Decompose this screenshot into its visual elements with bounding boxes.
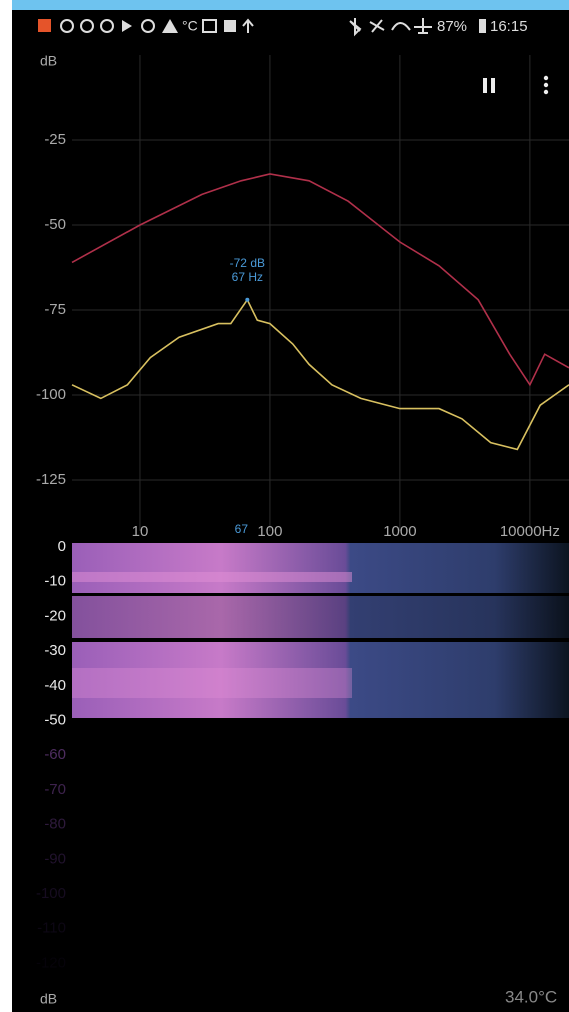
spectrogram-highlight [72, 668, 352, 698]
x-tick-label: 10 [132, 523, 149, 540]
airplane-icon [414, 18, 432, 34]
mute-icon [369, 19, 385, 33]
peak-db: -72 dB [230, 256, 265, 270]
menu-dot[interactable] [543, 82, 549, 88]
status-icon [100, 19, 114, 33]
menu-button[interactable] [543, 75, 549, 95]
spectrogram-scale-label: -100 [36, 885, 66, 902]
spectrogram-scale-label: -70 [44, 781, 66, 798]
battery-percent: 87% [437, 18, 467, 35]
spectrum-line [71, 173, 569, 387]
frame-top [12, 0, 569, 12]
wifi-icon [391, 22, 411, 31]
spectrogram-scale-label: -40 [44, 677, 66, 694]
clock: 16:15 [490, 18, 528, 35]
spectrogram-scale-label: -110 [37, 920, 66, 937]
temperature: 34.0°C [505, 987, 557, 1006]
pause-button[interactable] [483, 78, 487, 93]
spectrogram-scale-label: -80 [44, 816, 66, 833]
status-bar: °C 87% 16:15 [38, 18, 528, 37]
spectrogram-scale: 0 -10 -20 -30 -40 -50 -60 -70 -80 -90 -100 -110 -120 [36, 538, 66, 971]
temperature-icon: °C [182, 18, 198, 34]
y-unit: dB [40, 53, 57, 69]
notification-icon [38, 19, 51, 32]
spectrogram-scale-label: -120 [36, 954, 66, 971]
bluetooth-icon [349, 18, 362, 37]
spectrogram-scale-label: -60 [44, 746, 66, 763]
spectrum-line [71, 298, 569, 451]
peak-marker [245, 297, 250, 302]
spectrogram-scale-label: -20 [44, 607, 66, 624]
status-icon [202, 19, 217, 33]
y-tick-label: -25 [44, 131, 66, 148]
spectrogram-scale-label: -10 [44, 573, 66, 590]
spectrogram-scale-label: -30 [44, 642, 66, 659]
pause-button[interactable] [491, 78, 495, 93]
x-tick-label: 10000Hz [500, 523, 560, 540]
y-tick-label: -125 [36, 471, 66, 488]
spectrogram [72, 543, 569, 718]
menu-dot[interactable] [543, 89, 549, 95]
status-icon [162, 19, 178, 33]
x-tick-label: 1000 [383, 523, 416, 540]
status-icon [242, 18, 254, 33]
battery-icon [479, 19, 486, 33]
app-background [12, 10, 569, 1012]
peak-x-marker: 67 [235, 522, 249, 536]
spectrogram-highlight [72, 572, 352, 582]
status-icon [224, 20, 236, 32]
status-icon [141, 19, 155, 33]
spectrogram-scale-label: 0 [58, 538, 66, 555]
status-icon [60, 19, 74, 33]
y-tick-label: -75 [44, 301, 66, 318]
spectrogram-scale-label: -90 [44, 850, 66, 867]
y-tick-label: -100 [36, 386, 66, 403]
peak-hz: 67 Hz [232, 270, 263, 284]
y-tick-label: -50 [44, 216, 66, 233]
status-icon [80, 19, 94, 33]
x-tick-label: 100 [257, 523, 282, 540]
status-icon [122, 20, 132, 32]
spectrogram-unit: dB [40, 991, 57, 1007]
spectrogram-scale-label: -50 [44, 711, 66, 728]
spectrogram-band [72, 596, 569, 638]
menu-dot[interactable] [543, 75, 549, 81]
spectrogram-band [72, 543, 569, 593]
spectrogram-band [72, 642, 569, 718]
